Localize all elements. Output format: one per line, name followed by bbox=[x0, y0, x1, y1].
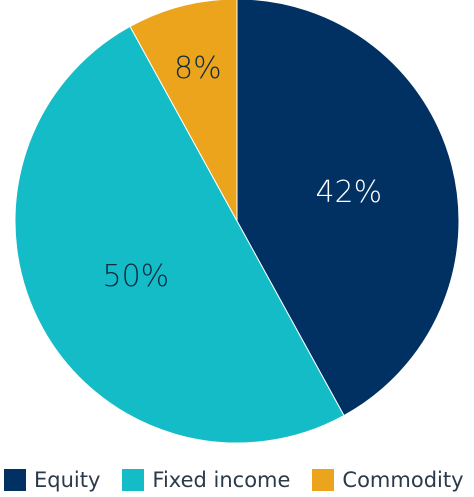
pie-slice-commodity bbox=[129, 0, 238, 222]
pie-slice-fixed-income bbox=[14, 25, 345, 444]
legend: Equity Fixed income Commodity bbox=[0, 467, 474, 493]
pie-slice-labels: 42% 50% 8% bbox=[102, 51, 382, 294]
legend-item-equity: Equity bbox=[4, 468, 100, 492]
legend-swatch-commodity bbox=[312, 469, 335, 491]
pie-label-equity: 42% bbox=[315, 175, 382, 210]
legend-swatch-equity bbox=[4, 469, 26, 491]
pie-label-fixed-income: 50% bbox=[102, 259, 169, 294]
legend-item-commodity: Commodity bbox=[312, 468, 464, 492]
legend-label-fixed-income: Fixed income bbox=[152, 468, 291, 492]
legend-label-equity: Equity bbox=[34, 468, 101, 492]
legend-item-fixed-income: Fixed income bbox=[122, 468, 290, 492]
legend-label-commodity: Commodity bbox=[342, 468, 464, 492]
pie-label-commodity: 8% bbox=[174, 51, 222, 86]
legend-swatch-fixed-income bbox=[122, 469, 145, 491]
pie-slices bbox=[14, 0, 460, 444]
pie-slice-equity bbox=[236, 0, 460, 417]
